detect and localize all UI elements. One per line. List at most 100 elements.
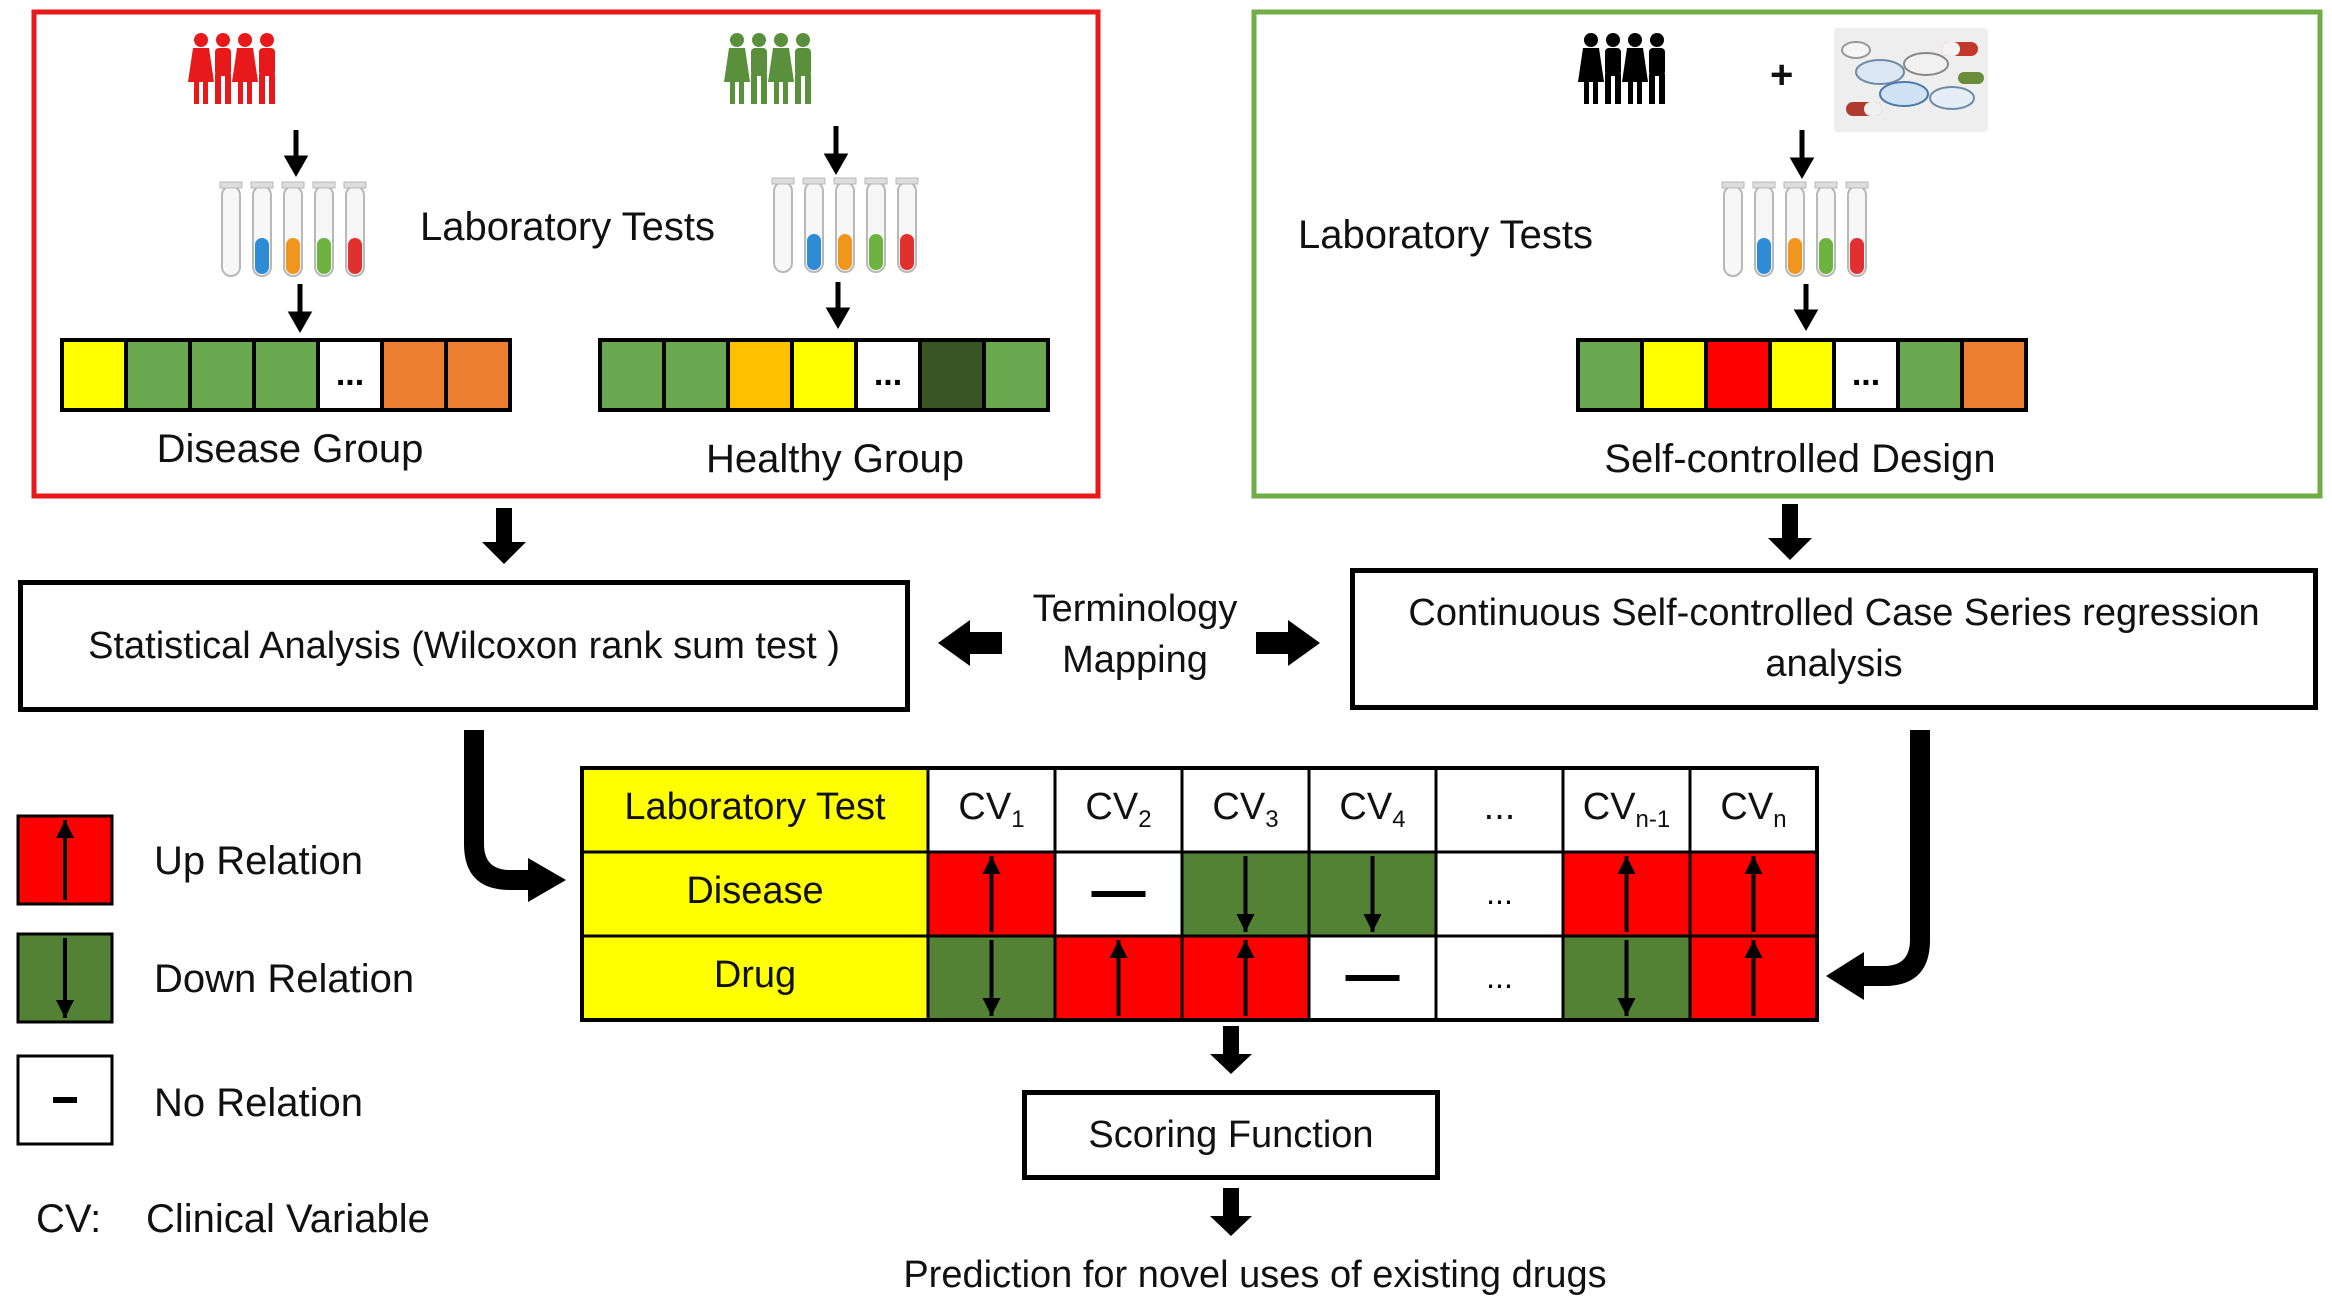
svg-text:...: ... bbox=[1486, 959, 1513, 995]
matrix-row-label: Disease bbox=[686, 870, 824, 912]
test-tube-icon bbox=[1721, 181, 1745, 277]
bar-cell bbox=[60, 338, 128, 412]
svg-text:...: ... bbox=[1486, 875, 1513, 911]
matrix-column-header-cell bbox=[1053, 766, 1184, 854]
matrix-column-header: CV2 bbox=[1085, 786, 1152, 833]
bar-cell bbox=[252, 338, 320, 412]
legend-swatch-none bbox=[16, 1054, 114, 1146]
disease-person bbox=[232, 33, 258, 104]
bar-cell: ... bbox=[854, 338, 922, 412]
self-lab-tests-label: Laboratory Tests bbox=[1298, 213, 1593, 257]
bar-cell bbox=[444, 338, 512, 412]
test-tube-icon bbox=[771, 177, 795, 273]
bar-cell bbox=[1576, 338, 1644, 412]
matrix-column-header: CV1 bbox=[958, 786, 1025, 833]
bar-cell bbox=[188, 338, 256, 412]
bar-cell bbox=[124, 338, 192, 412]
scoring-function-label: Scoring Function bbox=[1088, 1113, 1374, 1156]
healthy-group-bar: ... bbox=[598, 338, 1050, 412]
terminology-line-2: Mapping bbox=[1062, 639, 1208, 682]
patient-person bbox=[1649, 33, 1665, 104]
test-tube-icon bbox=[250, 181, 274, 277]
disease-lab-tests-label: Laboratory Tests bbox=[420, 205, 715, 249]
matrix-header-label: Laboratory Test bbox=[624, 786, 886, 828]
bar-cell bbox=[1960, 338, 2028, 412]
bar-cell bbox=[790, 338, 858, 412]
bar-cell bbox=[1768, 338, 1836, 412]
prediction-label: Prediction for novel uses of existing dr… bbox=[903, 1254, 1607, 1296]
statistical-analysis-box: Statistical Analysis (Wilcoxon rank sum … bbox=[18, 580, 910, 712]
cscs-line-1: Continuous Self-controlled Case Series r… bbox=[1408, 591, 2260, 634]
down-arrow-icon bbox=[1236, 856, 1255, 932]
bar-ellipsis: ... bbox=[1852, 355, 1880, 393]
patient-person bbox=[1578, 33, 1604, 104]
relation-matrix: ...... bbox=[580, 766, 1819, 1022]
matrix-cell bbox=[1434, 934, 1565, 1022]
matrix-column-header: CV4 bbox=[1339, 786, 1406, 833]
up-arrow-icon bbox=[982, 856, 1001, 932]
legend-up-label: Up Relation bbox=[154, 839, 364, 883]
patient-person bbox=[1622, 33, 1648, 104]
test-tube-icon bbox=[1752, 181, 1776, 277]
pills-icon bbox=[1834, 28, 1988, 132]
up-arrow-icon bbox=[1236, 940, 1255, 1016]
disease-group-label: Disease Group bbox=[156, 427, 424, 471]
up-arrow-icon bbox=[1617, 856, 1636, 932]
cscs-analysis-box: Continuous Self-controlled Case Series r… bbox=[1350, 568, 2318, 710]
bar-cell: ... bbox=[316, 338, 384, 412]
down-arrow-icon bbox=[982, 940, 1001, 1016]
legend-cv-key: CV: bbox=[36, 1197, 102, 1241]
legend-none-label: No Relation bbox=[154, 1081, 364, 1125]
matrix-label-cell bbox=[580, 766, 930, 854]
bar-cell bbox=[918, 338, 986, 412]
statistical-analysis-label: Statistical Analysis (Wilcoxon rank sum … bbox=[88, 624, 840, 667]
patient-person bbox=[1605, 33, 1621, 104]
down-arrow-icon bbox=[1363, 856, 1382, 932]
bar-cell bbox=[726, 338, 794, 412]
disease-person bbox=[259, 33, 275, 104]
disease-test-tubes-icon bbox=[219, 181, 367, 277]
disease-people-icon bbox=[188, 33, 275, 104]
patients-people-icon bbox=[1578, 33, 1665, 104]
ellipsis-icon: ... bbox=[1486, 959, 1513, 995]
up-arrow-icon bbox=[1744, 940, 1763, 1016]
self-controlled-panel-border bbox=[1251, 9, 2323, 499]
test-tube-icon bbox=[281, 181, 305, 277]
up-arrow-icon bbox=[1109, 940, 1128, 1016]
disease-person bbox=[188, 33, 214, 104]
test-tube-icon bbox=[219, 181, 243, 277]
healthy-people-icon bbox=[724, 33, 811, 104]
cscs-line-2: analysis bbox=[1765, 643, 1903, 685]
up-arrow-icon bbox=[1744, 856, 1763, 932]
bar-cell bbox=[598, 338, 666, 412]
legend-down-label: Down Relation bbox=[154, 957, 415, 1001]
bar-cell bbox=[1896, 338, 1964, 412]
test-tube-icon bbox=[1845, 181, 1869, 277]
down-arrow-icon bbox=[1617, 940, 1636, 1016]
test-tube-icon bbox=[864, 177, 888, 273]
bar-ellipsis: ... bbox=[336, 355, 364, 393]
bar-ellipsis: ... bbox=[874, 355, 902, 393]
matrix-column-header-cell bbox=[1307, 766, 1438, 854]
test-tube-icon bbox=[833, 177, 857, 273]
terminology-line-1: Terminology bbox=[1032, 588, 1238, 630]
legend-swatches bbox=[16, 814, 114, 1146]
disease-person bbox=[215, 33, 231, 104]
matrix-row-label: Drug bbox=[713, 954, 797, 996]
self-controlled-bar: ... bbox=[1576, 338, 2028, 412]
bar-cell bbox=[982, 338, 1050, 412]
healthy-person bbox=[768, 33, 794, 104]
test-tube-icon bbox=[1783, 181, 1807, 277]
down-arrow-icon bbox=[56, 938, 74, 1018]
bar-cell bbox=[662, 338, 730, 412]
scoring-function-box: Scoring Function bbox=[1022, 1090, 1440, 1180]
flow-arrows bbox=[464, 504, 1930, 1236]
legend-cv-value: Clinical Variable bbox=[146, 1197, 430, 1241]
matrix-column-header: CVn bbox=[1720, 786, 1787, 833]
bar-cell bbox=[380, 338, 448, 412]
test-tube-icon bbox=[1814, 181, 1838, 277]
healthy-person bbox=[751, 33, 767, 104]
dash-icon bbox=[1345, 975, 1400, 981]
